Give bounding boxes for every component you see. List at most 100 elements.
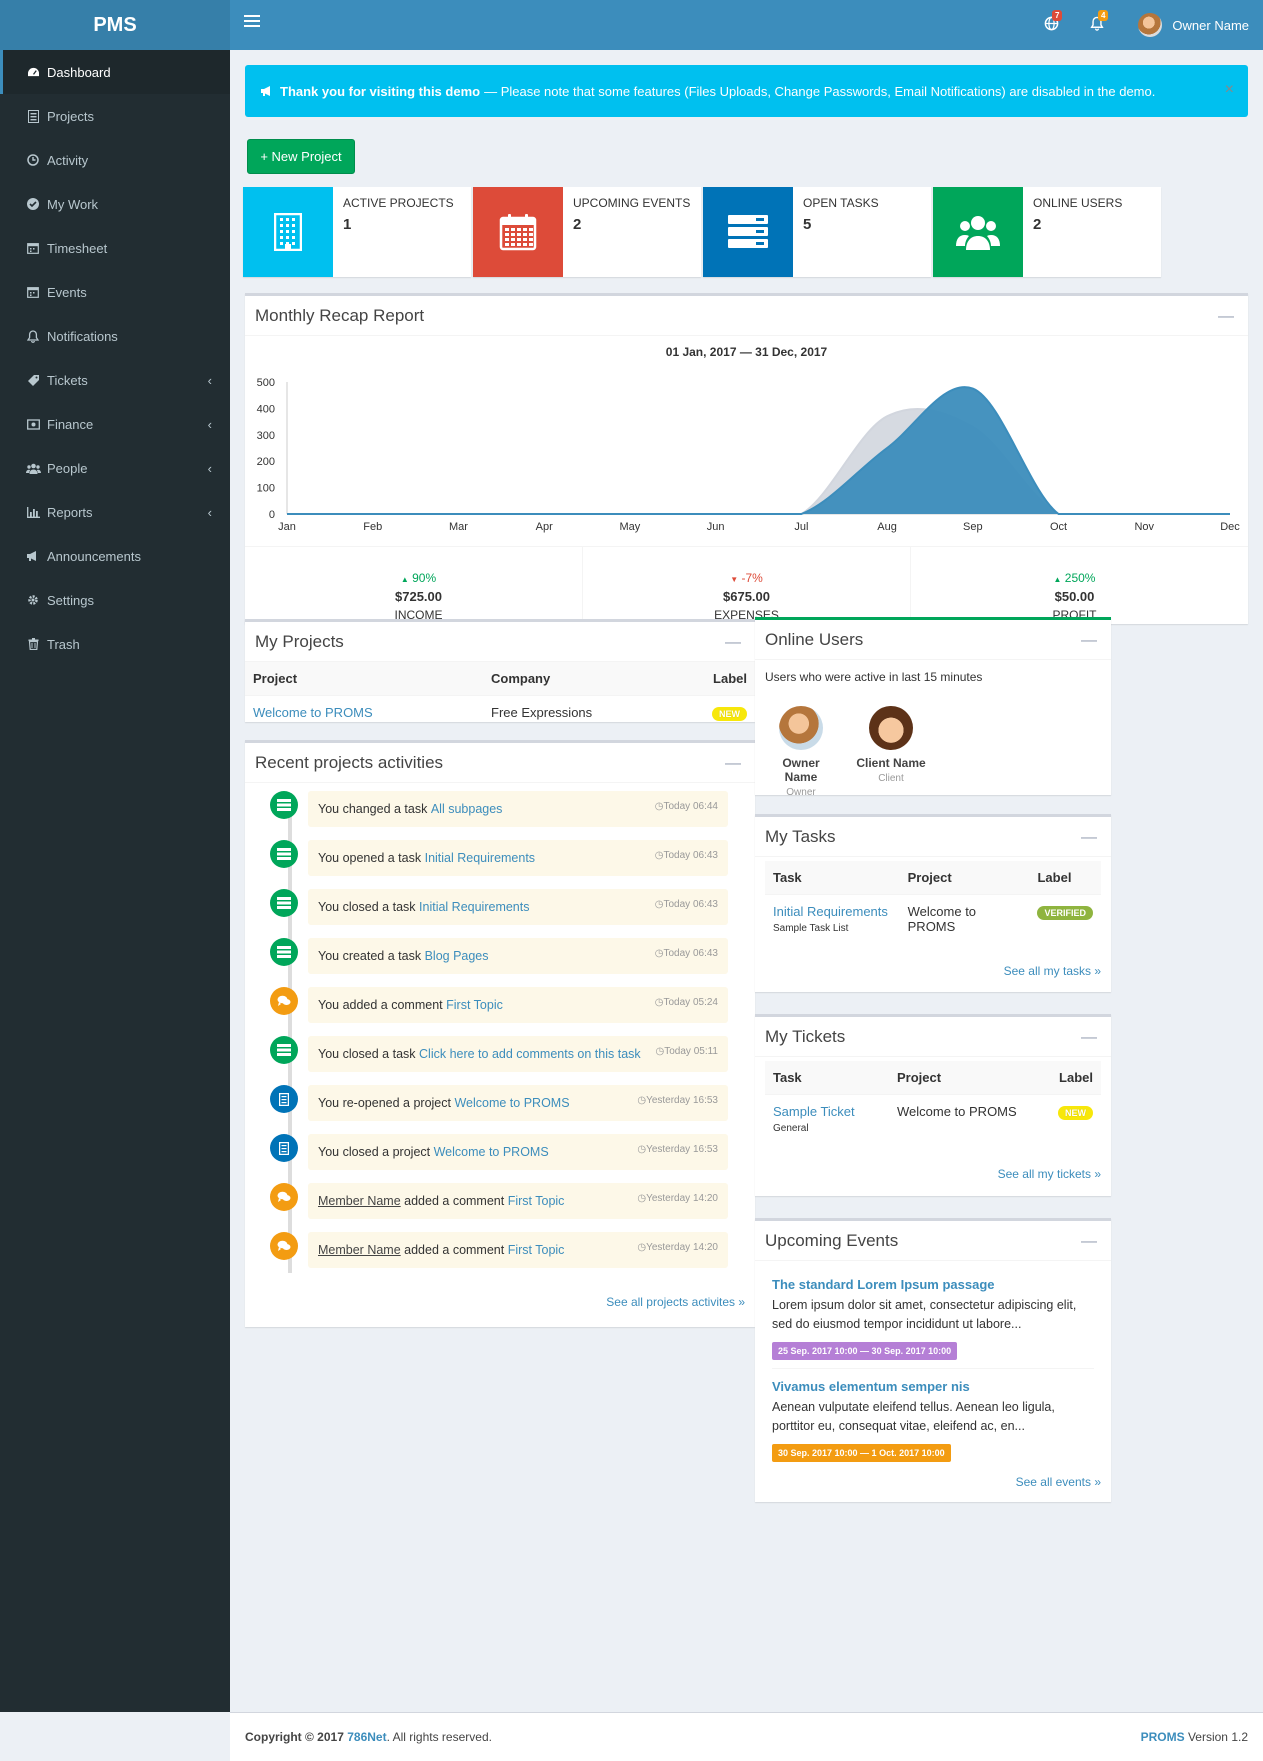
info-box-open-tasks[interactable]: OPEN TASKS 5 (703, 187, 931, 277)
event-title-link[interactable]: Vivamus elementum semper nis (772, 1379, 970, 1394)
activity-link[interactable]: First Topic (507, 1194, 565, 1208)
new-project-button[interactable]: + New Project (247, 139, 355, 174)
bell-badge: 4 (1098, 10, 1109, 21)
stat-change: 90% (412, 571, 437, 585)
info-box-upcoming-events[interactable]: UPCOMING EVENTS 2 (473, 187, 701, 277)
activity-link[interactable]: First Topic (507, 1243, 565, 1257)
sidebar-item-settings[interactable]: Settings (0, 578, 230, 622)
sidebar-item-tickets[interactable]: Tickets ‹ (0, 358, 230, 402)
activity-link[interactable]: All subpages (430, 802, 503, 816)
app-logo[interactable]: PMS (0, 0, 230, 50)
sidebar-item-timesheet[interactable]: Timesheet (0, 226, 230, 270)
tickets-table: Task Project Label Sample Ticket General … (765, 1061, 1101, 1143)
sidebar-item-label: Events (47, 284, 87, 300)
col-header: Task (765, 1061, 889, 1095)
timeline-item: Member Name added a comment First Topic … (270, 1232, 728, 1268)
bell-icon[interactable]: 4 (1090, 10, 1109, 35)
see-all-tasks-link[interactable]: See all my tasks » (1003, 964, 1101, 978)
activity-icon (23, 154, 43, 166)
info-box-online-users[interactable]: ONLINE USERS 2 (933, 187, 1161, 277)
collapse-icon[interactable]: — (1081, 632, 1097, 649)
series-area-1 (287, 387, 1230, 514)
sidebar-item-my-work[interactable]: My Work (0, 182, 230, 226)
activity-time: Today 06:43 (663, 899, 719, 910)
user-name: Owner Name (782, 756, 820, 784)
event-title-link[interactable]: The standard Lorem Ipsum passage (772, 1277, 995, 1292)
activity-time: Yesterday 16:53 (646, 1144, 718, 1155)
sidebar-item-label: Projects (47, 108, 94, 124)
version-text: Version 1.2 (1187, 1730, 1248, 1744)
activity-link[interactable]: Welcome to PROMS (454, 1096, 570, 1110)
sidebar-item-people[interactable]: People ‹ (0, 446, 230, 490)
task-list-name: Sample Task List (773, 923, 849, 934)
x-tick-label: Aug (877, 521, 897, 533)
see-all-activities-link[interactable]: See all projects activites » (606, 1295, 745, 1309)
activity-link[interactable]: Click here to add comments on this task (419, 1047, 641, 1061)
sidebar-item-events[interactable]: Events (0, 270, 230, 314)
see-all-events-link[interactable]: See all events » (1015, 1475, 1101, 1489)
sidebar-item-notifications[interactable]: Notifications (0, 314, 230, 358)
caret-up-icon: ▲ (1053, 575, 1062, 584)
timeline-item: You opened a task Initial Requirements ◷… (270, 840, 728, 876)
col-header: Company (491, 662, 671, 696)
activity-link[interactable]: Initial Requirements (419, 900, 530, 914)
activity-text: added a comment (404, 1194, 505, 1208)
x-tick-label: Dec (1220, 521, 1240, 533)
activity-time: Today 06:44 (663, 801, 719, 812)
sidebar-item-dashboard[interactable]: Dashboard (0, 50, 230, 94)
activity-link[interactable]: Blog Pages (424, 949, 489, 963)
menu-toggle-icon[interactable] (244, 15, 260, 29)
sidebar-item-activity[interactable]: Activity (0, 138, 230, 182)
sidebar-item-announcements[interactable]: Announcements (0, 534, 230, 578)
activity-link[interactable]: Initial Requirements (424, 851, 536, 865)
close-icon[interactable]: × (1224, 81, 1234, 98)
member-link[interactable]: Member Name (318, 1194, 401, 1208)
avatar (1138, 13, 1163, 37)
sidebar-item-trash[interactable]: Trash (0, 622, 230, 666)
task-link[interactable]: Initial Requirements (773, 904, 888, 919)
globe-icon[interactable]: 7 (1044, 10, 1063, 35)
company-link[interactable]: 786Net (347, 1730, 387, 1744)
user-menu[interactable]: Owner Name (1138, 13, 1249, 37)
status-badge: NEW (712, 707, 747, 721)
timeline-item: Member Name added a comment First Topic … (270, 1183, 728, 1219)
comment-icon (270, 1232, 298, 1260)
activity-link[interactable]: Welcome to PROMS (433, 1145, 549, 1159)
info-box-value: 2 (1033, 216, 1042, 233)
collapse-icon[interactable]: — (725, 634, 741, 651)
sidebar-item-reports[interactable]: Reports ‹ (0, 490, 230, 534)
collapse-icon[interactable]: — (1081, 1233, 1097, 1250)
box-title: My Tasks (765, 826, 836, 846)
activity-time: Today 06:43 (663, 850, 719, 861)
collapse-icon[interactable]: — (1081, 1029, 1097, 1046)
sidebar-item-projects[interactable]: Projects (0, 94, 230, 138)
collapse-icon[interactable]: — (1218, 308, 1234, 325)
server-icon (728, 215, 768, 248)
project-cell: Welcome to PROMS (899, 894, 1030, 943)
sidebar-item-label: Notifications (47, 328, 118, 344)
clock-icon: ◷ (654, 801, 664, 812)
building-icon (274, 213, 302, 251)
activity-link[interactable]: First Topic (446, 998, 503, 1012)
clock-icon: ◷ (654, 997, 664, 1008)
sidebar-item-label: Finance (47, 416, 94, 432)
member-link[interactable]: Member Name (318, 1243, 401, 1257)
see-all-tickets-link[interactable]: See all my tickets » (997, 1167, 1101, 1181)
y-tick-label: 400 (257, 403, 275, 415)
activity-time: Today 05:11 (664, 1046, 718, 1057)
info-box-value: 2 (573, 216, 582, 233)
user-name: Owner Name (1172, 17, 1249, 33)
recap-chart: 0 100 200 300 400 500 Jan Feb Mar Apr May Jun Jul Aug… (257, 377, 1241, 533)
user-role: Owner (786, 787, 816, 798)
event-item: Vivamus elementum semper nis Aenean vulp… (772, 1369, 1094, 1470)
user-card[interactable]: Owner Name Owner (765, 706, 837, 798)
sidebar-item-finance[interactable]: Finance ‹ (0, 402, 230, 446)
collapse-icon[interactable]: — (725, 755, 741, 772)
my-tickets-box: My Tickets — Task Project Label Sample T… (755, 1014, 1111, 1196)
user-card[interactable]: Client Name Client (855, 706, 927, 798)
collapse-icon[interactable]: — (1081, 829, 1097, 846)
ticket-link[interactable]: Sample Ticket (773, 1104, 855, 1119)
info-box-active-projects[interactable]: ACTIVE PROJECTS 1 (243, 187, 471, 277)
project-link[interactable]: Welcome to PROMS (253, 705, 373, 720)
product-name: PROMS (1140, 1730, 1185, 1744)
